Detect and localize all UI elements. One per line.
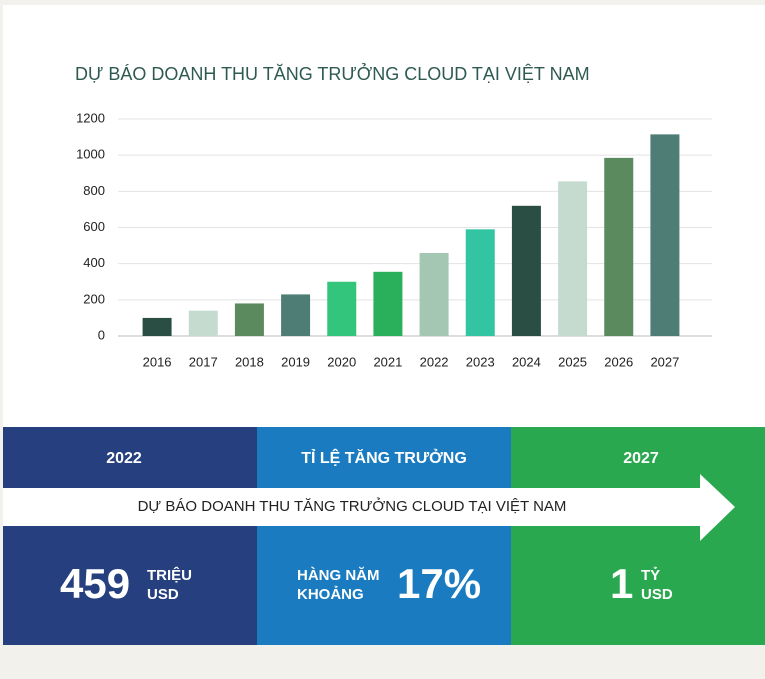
bar xyxy=(188,310,218,336)
header: 2022 xyxy=(106,450,142,467)
prefix: HÀNG NĂM xyxy=(297,567,380,584)
bar xyxy=(650,134,680,336)
y-tick-label: 1000 xyxy=(76,147,105,162)
bar xyxy=(373,271,403,336)
y-tick-label: 600 xyxy=(83,219,105,234)
panel-left xyxy=(3,427,257,645)
y-tick-label: 800 xyxy=(83,183,105,198)
x-tick-label: 2025 xyxy=(558,354,587,369)
arrow xyxy=(3,474,735,541)
bar xyxy=(465,229,495,336)
bar xyxy=(327,281,357,336)
big-number: 17% xyxy=(397,560,481,607)
unit: USD xyxy=(641,586,673,603)
unit: USD xyxy=(147,586,179,603)
x-tick-label: 2021 xyxy=(373,354,402,369)
card xyxy=(3,5,765,427)
x-tick-label: 2023 xyxy=(466,354,495,369)
x-tick-label: 2022 xyxy=(420,354,449,369)
x-tick-label: 2016 xyxy=(143,354,172,369)
x-tick-label: 2020 xyxy=(327,354,356,369)
bar xyxy=(234,303,264,336)
bar xyxy=(142,317,172,336)
header: 2027 xyxy=(623,450,659,467)
bar xyxy=(511,205,541,336)
chart-title: DỰ BÁO DOANH THU TĂNG TRƯỞNG CLOUD TẠI V… xyxy=(75,63,590,84)
x-tick-label: 2027 xyxy=(650,354,679,369)
panel-right xyxy=(511,427,765,645)
prefix: KHOẢNG xyxy=(297,586,364,603)
y-tick-label: 0 xyxy=(98,327,105,342)
bar xyxy=(558,181,588,336)
bar xyxy=(281,294,311,336)
bar xyxy=(604,157,634,336)
header: TỈ LỆ TĂNG TRƯỞNG xyxy=(301,448,467,467)
x-tick-label: 2026 xyxy=(604,354,633,369)
x-tick-label: 2018 xyxy=(235,354,264,369)
big-number: 459 xyxy=(60,560,130,607)
x-tick-label: 2017 xyxy=(189,354,218,369)
unit: TRIỆU xyxy=(147,566,192,584)
big-number: 1 xyxy=(610,560,633,607)
y-tick-label: 200 xyxy=(83,291,105,306)
bar xyxy=(419,252,449,336)
chart: 0 200 400 600 800 1000 1200 2016 2017 2018 2019 202… xyxy=(76,110,712,369)
x-tick-label: 2024 xyxy=(512,354,541,369)
panel-middle xyxy=(257,427,511,645)
x-tick-label: 2019 xyxy=(281,354,310,369)
unit: TỶ xyxy=(641,567,660,584)
y-tick-label: 400 xyxy=(83,255,105,270)
y-tick-label: 1200 xyxy=(76,110,105,125)
arrow-text: DỰ BÁO DOANH THU TĂNG TRƯỞNG CLOUD TẠI V… xyxy=(138,497,567,515)
